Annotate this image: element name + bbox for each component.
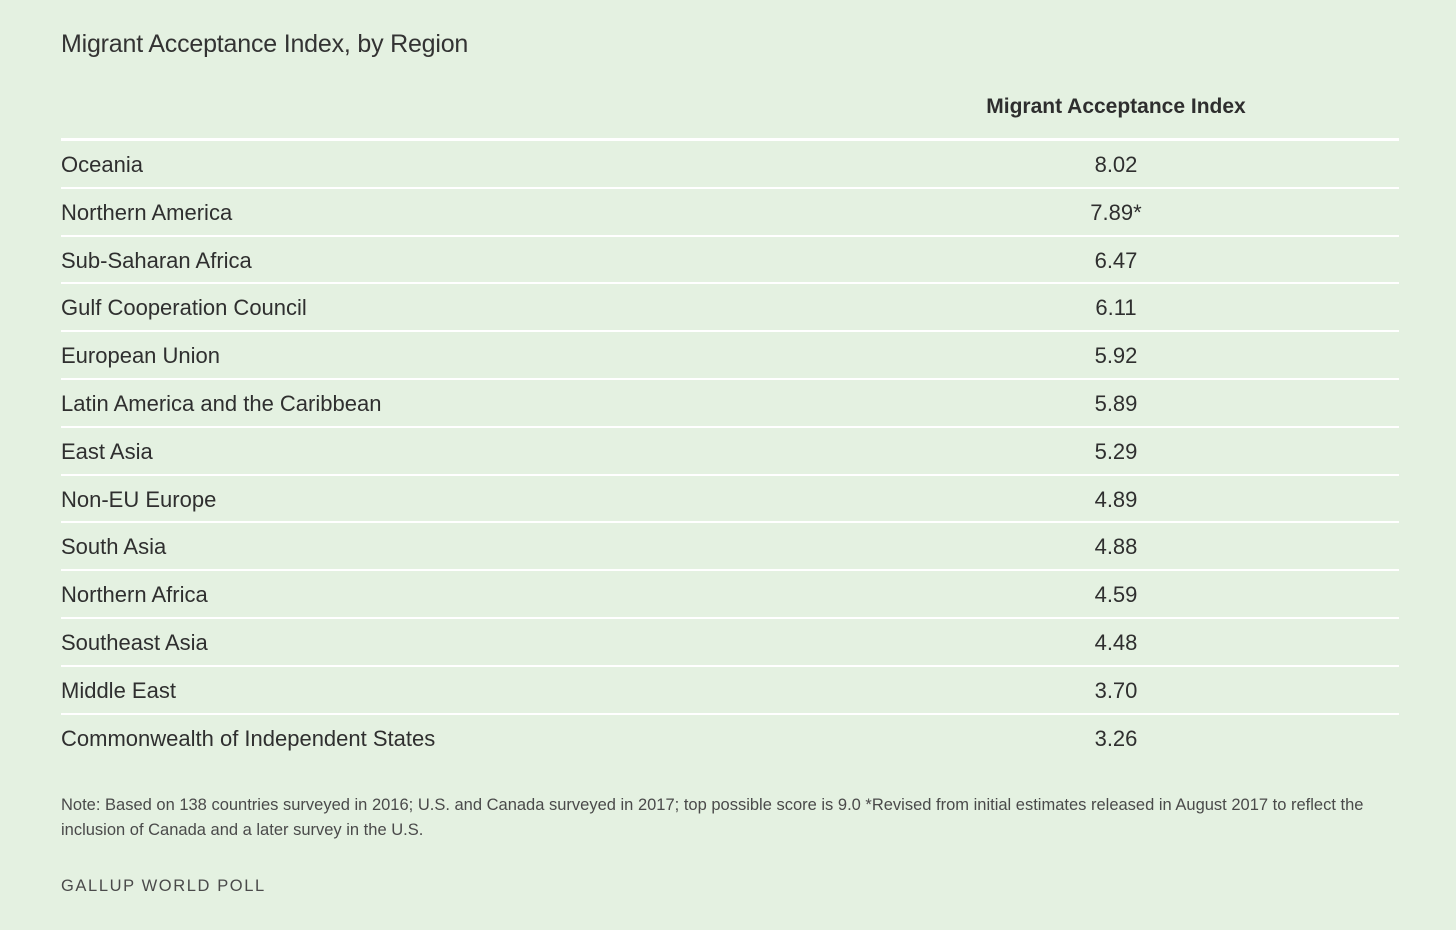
region-label: Oceania: [61, 152, 143, 177]
table-row: South Asia 4.88: [61, 523, 1399, 572]
index-value: 5.92: [1094, 343, 1138, 369]
index-value: 7.89*: [1090, 199, 1142, 225]
table-row: Oceania 8.02: [61, 141, 1399, 189]
region-label: Northern Africa: [61, 582, 208, 608]
table-row: Latin America and the Caribbean 5.89: [61, 380, 1399, 428]
index-value: 3.70: [1094, 677, 1138, 703]
table-row: Non-EU Europe 4.89: [61, 476, 1399, 524]
region-label: Northern America: [61, 199, 233, 225]
index-value: 5.89: [1094, 390, 1138, 416]
region-label: European Union: [61, 343, 221, 369]
chart-title: Migrant Acceptance Index, by Region: [61, 30, 469, 58]
table-row: Sub-Saharan Africa 6.47: [61, 237, 1399, 285]
table-row: European Union 5.92: [61, 332, 1399, 380]
index-value: 4.59: [1094, 582, 1138, 608]
index-value: 4.89: [1094, 486, 1138, 512]
index-value: 3.26: [1094, 725, 1138, 751]
region-label: East Asia: [61, 438, 153, 464]
source-label: GALLUP WORLD POLL: [61, 877, 266, 895]
index-value: 4.88: [1094, 534, 1138, 560]
data-table: Migrant Acceptance Index Oceania 8.02 Nort…: [61, 86, 1399, 760]
region-label: Non-EU Europe: [61, 486, 217, 512]
footnote: Note: Based on 138 countries surveyed in…: [61, 796, 1364, 839]
index-value: 4.48: [1094, 629, 1138, 655]
index-value: 5.29: [1094, 438, 1138, 464]
index-value: 6.11: [1095, 295, 1137, 321]
table-body: Oceania 8.02 Northern America 7.89* Sub-Saha…: [61, 141, 1399, 760]
column-header-index: Migrant Acceptance Index: [986, 95, 1246, 118]
table-row: Southeast Asia 4.48: [61, 619, 1399, 667]
table-row: Commonwealth of Independent States 3.26: [61, 715, 1399, 761]
table-row: Middle East 3.70: [61, 667, 1399, 715]
index-value: 6.47: [1094, 247, 1138, 273]
table-row: Northern Africa 4.59: [61, 571, 1399, 619]
region-label: Latin America and the Caribbean: [61, 390, 382, 416]
table-row: Gulf Cooperation Council 6.11: [61, 284, 1399, 333]
region-label: Southeast Asia: [61, 629, 208, 655]
region-label: Gulf Cooperation Council: [61, 295, 307, 321]
region-label: Middle East: [61, 677, 176, 703]
region-label: Sub-Saharan Africa: [61, 247, 252, 273]
table-row: East Asia 5.29: [61, 428, 1399, 476]
region-label: South Asia: [61, 534, 167, 560]
table-header-row: Migrant Acceptance Index: [61, 86, 1399, 141]
region-label: Commonwealth of Independent States: [61, 725, 436, 751]
table-row: Northern America 7.89*: [61, 189, 1399, 237]
index-value: 8.02: [1094, 152, 1138, 177]
